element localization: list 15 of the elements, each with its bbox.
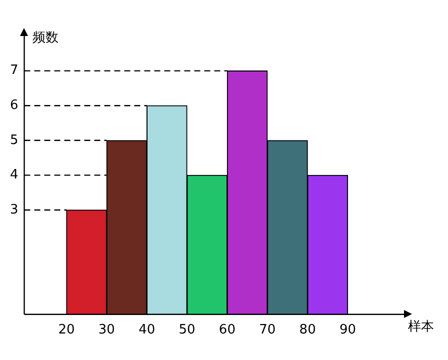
x-tick-label: 20 xyxy=(58,322,75,338)
x-tick-label: 80 xyxy=(299,322,316,338)
x-tick-label: 40 xyxy=(138,322,156,338)
y-tick-label: 5 xyxy=(10,132,18,148)
x-tick-label: 60 xyxy=(218,322,236,338)
x-tick-label: 50 xyxy=(178,322,196,338)
y-tick-label: 4 xyxy=(10,168,18,183)
x-tick-label: 70 xyxy=(259,322,276,338)
x-tick-label: 30 xyxy=(98,322,115,338)
y-tick-label: 7 xyxy=(10,63,18,78)
y-tick-label: 3 xyxy=(10,202,18,218)
x-axis-title: 样本 xyxy=(408,319,434,334)
y-axis-title: 频数 xyxy=(32,30,58,46)
y-tick-label: 6 xyxy=(10,98,18,113)
x-tick-label: 90 xyxy=(339,322,356,338)
